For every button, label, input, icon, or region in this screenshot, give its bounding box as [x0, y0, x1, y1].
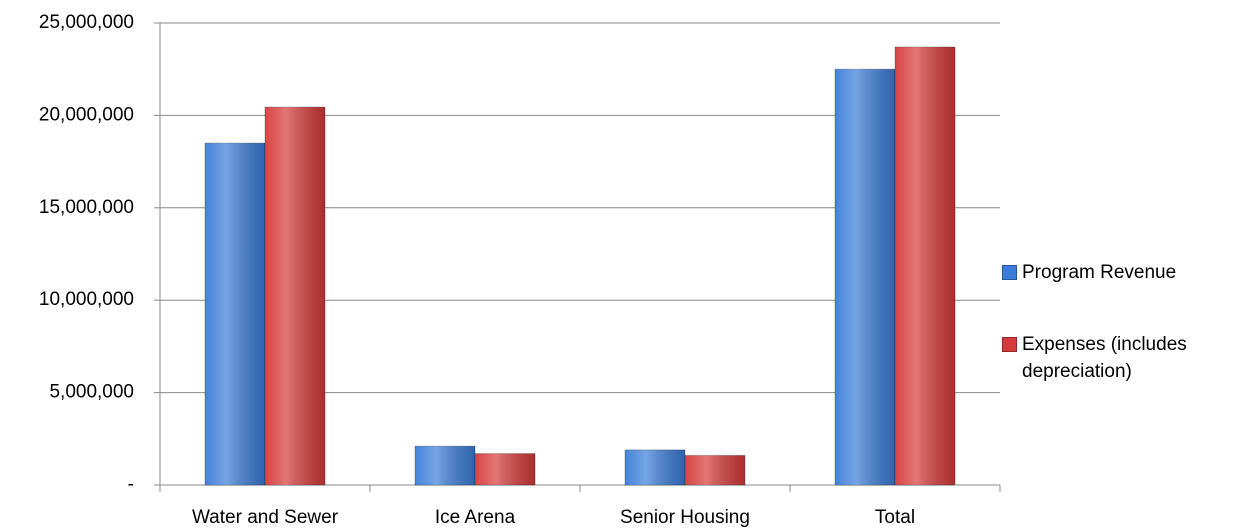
bar-shading	[835, 69, 895, 485]
legend-entry: Program Revenue	[1000, 259, 1230, 286]
bar-shading	[625, 449, 685, 485]
bar-shading	[685, 455, 745, 485]
y-tick-label: 20,000,000	[39, 104, 134, 125]
bar-shading	[475, 453, 535, 485]
legend-label: Expenses (includes depreciation)	[1022, 334, 1187, 382]
legend-swatch	[1002, 265, 1017, 280]
y-tick-label: 25,000,000	[39, 12, 134, 33]
y-tick-label: -	[128, 474, 134, 495]
bar-shading	[265, 107, 325, 486]
bar-shading	[895, 47, 955, 486]
legend-entry: Expenses (includes depreciation)	[1000, 331, 1230, 385]
y-tick-label: 15,000,000	[39, 197, 134, 218]
y-tick-label: 5,000,000	[49, 382, 134, 403]
x-tick-label: Water and Sewer	[192, 507, 339, 528]
legend-label: Program Revenue	[1022, 262, 1177, 283]
legend-swatch	[1002, 337, 1017, 352]
bar-shading	[415, 446, 475, 485]
y-tick-label: 10,000,000	[39, 289, 134, 310]
x-tick-label: Total	[875, 507, 915, 528]
x-tick-label: Senior Housing	[620, 507, 750, 528]
bar-shading	[205, 143, 265, 485]
x-tick-label: Ice Arena	[435, 507, 516, 528]
